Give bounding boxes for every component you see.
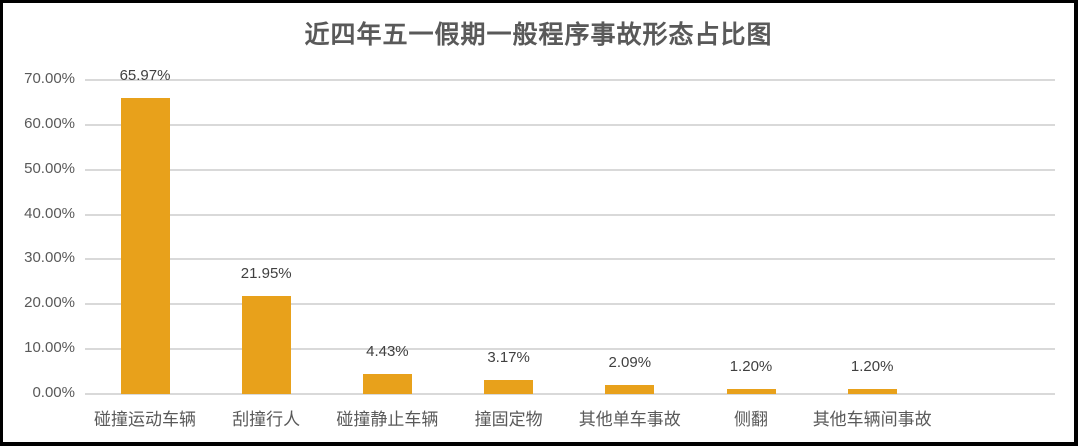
data-label: 4.43% [366, 343, 409, 361]
gridline [85, 258, 1055, 261]
bar [241, 295, 291, 394]
y-tick-label: 60.00% [24, 114, 75, 132]
y-tick-label: 0.00% [32, 384, 75, 401]
y-tick-label: 40.00% [24, 204, 75, 222]
plot-area: 0.00% 10.00% 20.00% 30.00% 40.00% 50.00% 60.00… [3, 3, 1074, 442]
x-category-label: 其他单车事故 [578, 410, 681, 430]
data-label: 2.09% [608, 353, 652, 371]
x-category-label: 其他车辆间事故 [812, 410, 932, 430]
bar [726, 388, 776, 394]
y-tick-label: 50.00% [24, 159, 75, 177]
x-category-label: 碰撞运动车辆 [94, 410, 196, 430]
data-label: 65.97% [119, 67, 171, 85]
bar [120, 98, 170, 394]
chart-title: 近四年五一假期一般程序事故形态占比图 [304, 20, 773, 49]
chart-frame: 近四年五一假期一般程序事故形态占比图 0.00% 10.00% 20.00% 30.0… [3, 3, 1074, 442]
bar [605, 384, 655, 394]
bar [362, 374, 412, 394]
data-label: 1.20% [850, 357, 894, 375]
y-tick-label: 20.00% [24, 294, 75, 312]
gridline [85, 348, 1055, 351]
gridline [85, 79, 1055, 81]
bar [484, 379, 534, 394]
gridline [85, 123, 1055, 126]
data-label: 3.17% [487, 348, 530, 366]
y-tick-label: 10.00% [24, 339, 75, 357]
x-category-label: 碰撞静止车辆 [336, 410, 439, 430]
y-tick-label: 70.00% [24, 70, 75, 87]
data-label: 21.95% [240, 264, 292, 282]
bar [847, 388, 897, 394]
data-label: 1.20% [729, 357, 773, 375]
gridline [85, 168, 1055, 171]
gridline [85, 393, 1055, 395]
y-tick-label: 30.00% [24, 249, 75, 267]
x-category-label: 撞固定物 [474, 410, 543, 430]
gridline [85, 303, 1055, 306]
x-category-label: 刮撞行人 [232, 410, 301, 430]
gridline [85, 213, 1055, 216]
x-category-label: 侧翻 [734, 410, 768, 430]
